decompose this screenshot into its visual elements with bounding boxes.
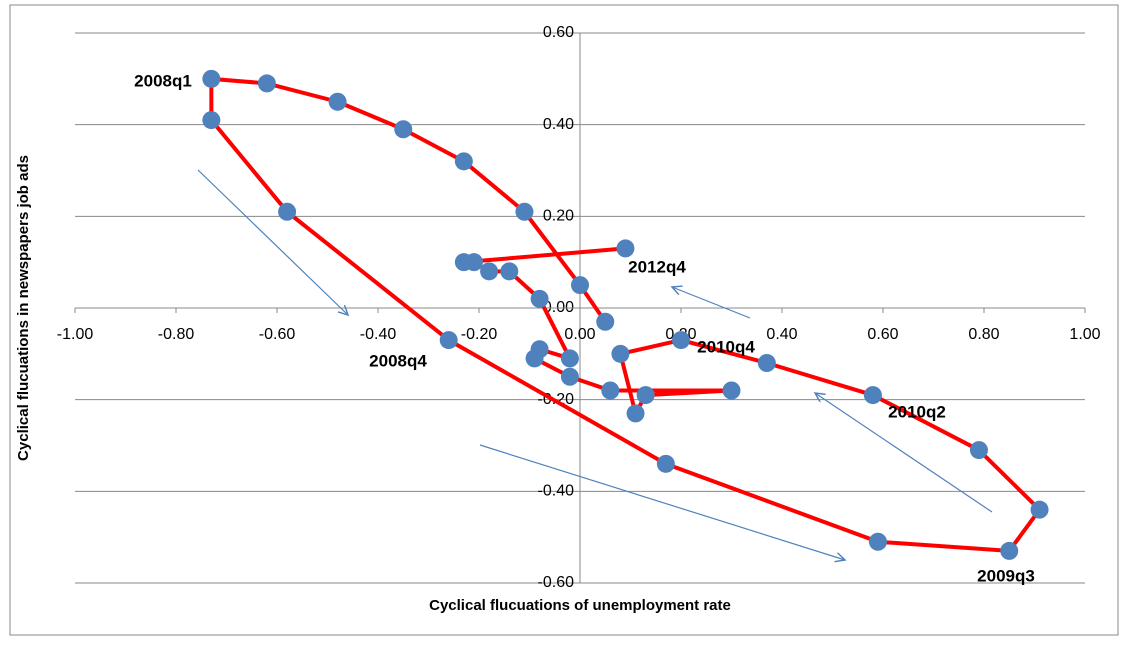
x-tick-label: -0.40	[360, 326, 397, 343]
annotation: 2010q4	[697, 337, 755, 356]
x-tick-label: 1.00	[1069, 326, 1100, 343]
data-point	[500, 262, 519, 281]
arrow	[815, 393, 993, 513]
series-line	[209, 76, 1042, 553]
x-tick-label: -0.60	[259, 326, 296, 343]
data-point	[202, 69, 221, 88]
data-point	[530, 289, 549, 308]
data-point	[278, 202, 297, 221]
data-point	[969, 441, 988, 460]
data-point	[328, 92, 347, 111]
data-point	[515, 202, 534, 221]
data-point	[626, 404, 645, 423]
chart-border	[9, 4, 1119, 636]
data-point	[863, 386, 882, 405]
y-tick-label: 0.40	[543, 116, 574, 133]
plot	[202, 69, 1049, 560]
data-point	[656, 454, 675, 473]
arrow	[197, 169, 348, 315]
data-point	[722, 381, 741, 400]
x-tick-label: 0.80	[968, 326, 999, 343]
annotation: 2012q4	[628, 257, 686, 276]
data-point	[1000, 541, 1019, 560]
annotation: 2008q1	[134, 71, 192, 90]
data-point	[636, 386, 655, 405]
y-tick-label: 0.20	[543, 208, 574, 225]
data-point	[560, 349, 579, 368]
data-point	[454, 152, 473, 171]
annotation: 2009q3	[977, 566, 1035, 585]
data-point	[530, 340, 549, 359]
annotation: 2008q4	[369, 351, 427, 370]
data-point	[202, 111, 221, 130]
y-axis-title: Cyclical flucuations in newspapers job a…	[15, 155, 32, 461]
arrow	[672, 287, 751, 319]
x-tick-label: -1.00	[57, 326, 94, 343]
data-point	[571, 276, 589, 295]
x-tick-label: -0.20	[461, 326, 498, 343]
y-tick-label: -0.60	[538, 574, 575, 591]
data-point	[394, 120, 413, 139]
data-point	[257, 74, 276, 93]
arrow	[479, 444, 845, 560]
data-point	[601, 381, 620, 400]
trend-arrows	[197, 169, 993, 560]
y-tick-label: -0.40	[538, 483, 575, 500]
annotation: 2010q2	[888, 402, 946, 421]
data-point	[616, 239, 635, 258]
data-point	[439, 331, 458, 350]
data-point	[596, 312, 615, 331]
data-point	[560, 367, 579, 386]
data-point	[611, 344, 630, 363]
data-point	[454, 253, 473, 272]
data-point	[672, 331, 690, 350]
data-point	[480, 262, 499, 281]
y-tick-label: 0.60	[543, 24, 574, 41]
x-tick-label: 0.40	[766, 326, 797, 343]
x-tick-label: 0.00	[564, 326, 595, 343]
x-tick-label: 0.60	[867, 326, 898, 343]
data-point	[757, 354, 776, 372]
grid: -0.60 -0.40 -0.20 0.00 0.20 0.40 0.60 -1.00 -0.8…	[57, 24, 1101, 591]
data-point	[1030, 500, 1049, 519]
x-tick-label: -0.80	[158, 326, 195, 343]
data-point	[868, 532, 887, 551]
x-axis-title: Cyclical flucuations of unemployment rat…	[429, 597, 731, 614]
